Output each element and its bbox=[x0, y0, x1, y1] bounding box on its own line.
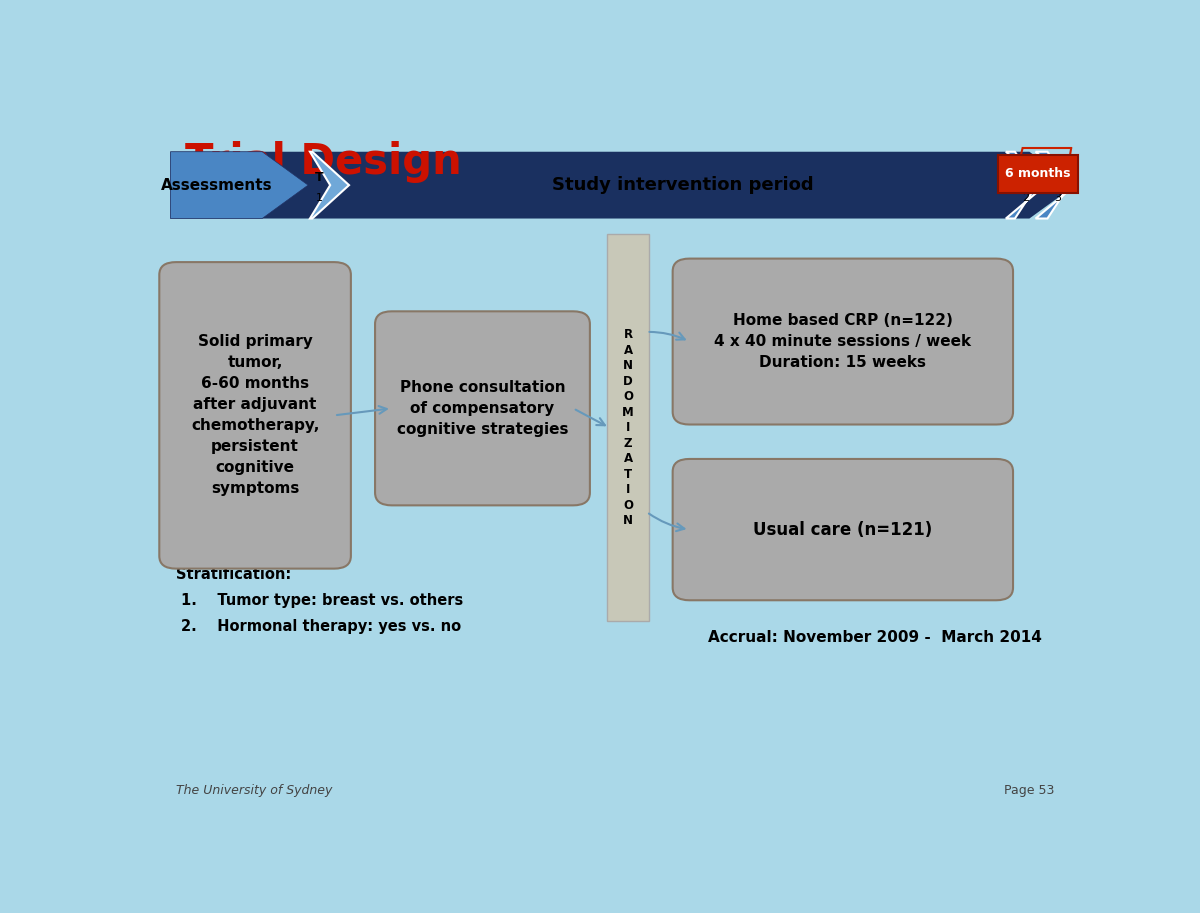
Text: Assessments: Assessments bbox=[161, 178, 272, 193]
Text: Home based CRP (n=122)
4 x 40 minute sessions / week
Duration: 15 weeks: Home based CRP (n=122) 4 x 40 minute ses… bbox=[714, 313, 972, 370]
Text: 1: 1 bbox=[316, 194, 323, 204]
Text: 3: 3 bbox=[1054, 194, 1061, 204]
Text: Page 53: Page 53 bbox=[1003, 784, 1054, 797]
Polygon shape bbox=[170, 152, 1075, 218]
Text: Phone consultation
of compensatory
cognitive strategies: Phone consultation of compensatory cogni… bbox=[397, 380, 569, 436]
Text: 2: 2 bbox=[1022, 194, 1030, 204]
FancyBboxPatch shape bbox=[673, 258, 1013, 425]
Polygon shape bbox=[310, 152, 349, 218]
Text: T: T bbox=[1021, 171, 1030, 184]
Text: Study intervention period: Study intervention period bbox=[552, 176, 814, 194]
Polygon shape bbox=[170, 152, 308, 218]
FancyBboxPatch shape bbox=[376, 311, 590, 506]
FancyBboxPatch shape bbox=[607, 234, 649, 622]
Text: R
A
N
D
O
M
I
Z
A
T
I
O
N: R A N D O M I Z A T I O N bbox=[622, 328, 634, 527]
Text: Stratification:: Stratification: bbox=[176, 566, 292, 582]
Text: Trial Design: Trial Design bbox=[185, 142, 462, 184]
Text: Solid primary
tumor,
6-60 months
after adjuvant
chemotherapy,
persistent
cogniti: Solid primary tumor, 6-60 months after a… bbox=[191, 334, 319, 497]
Text: 2.    Hormonal therapy: yes vs. no: 2. Hormonal therapy: yes vs. no bbox=[181, 619, 461, 635]
FancyBboxPatch shape bbox=[160, 262, 350, 569]
Text: Accrual: November 2009 -  March 2014: Accrual: November 2009 - March 2014 bbox=[708, 630, 1042, 645]
Polygon shape bbox=[1006, 152, 1045, 218]
Polygon shape bbox=[1036, 152, 1075, 218]
FancyBboxPatch shape bbox=[673, 459, 1013, 600]
Text: Usual care (n=121): Usual care (n=121) bbox=[754, 520, 932, 539]
FancyBboxPatch shape bbox=[998, 154, 1078, 193]
Text: 6 months: 6 months bbox=[1006, 167, 1070, 180]
Text: The University of Sydney: The University of Sydney bbox=[176, 784, 332, 797]
Text: 1.    Tumor type: breast vs. others: 1. Tumor type: breast vs. others bbox=[181, 593, 463, 608]
Text: T: T bbox=[1052, 171, 1062, 184]
Text: T: T bbox=[314, 171, 324, 184]
